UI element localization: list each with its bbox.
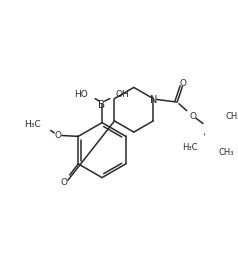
Text: O: O xyxy=(189,112,196,121)
Text: O: O xyxy=(54,131,61,140)
Text: OH: OH xyxy=(116,90,129,99)
Text: O: O xyxy=(61,177,68,186)
Text: HO: HO xyxy=(74,90,88,99)
Text: CH₃: CH₃ xyxy=(225,112,238,121)
Text: N: N xyxy=(150,94,158,104)
Text: H₃C: H₃C xyxy=(182,143,198,152)
Text: B: B xyxy=(99,99,106,109)
Text: O: O xyxy=(180,78,187,87)
Text: CH₃: CH₃ xyxy=(218,148,234,157)
Text: H₃C: H₃C xyxy=(25,120,41,129)
